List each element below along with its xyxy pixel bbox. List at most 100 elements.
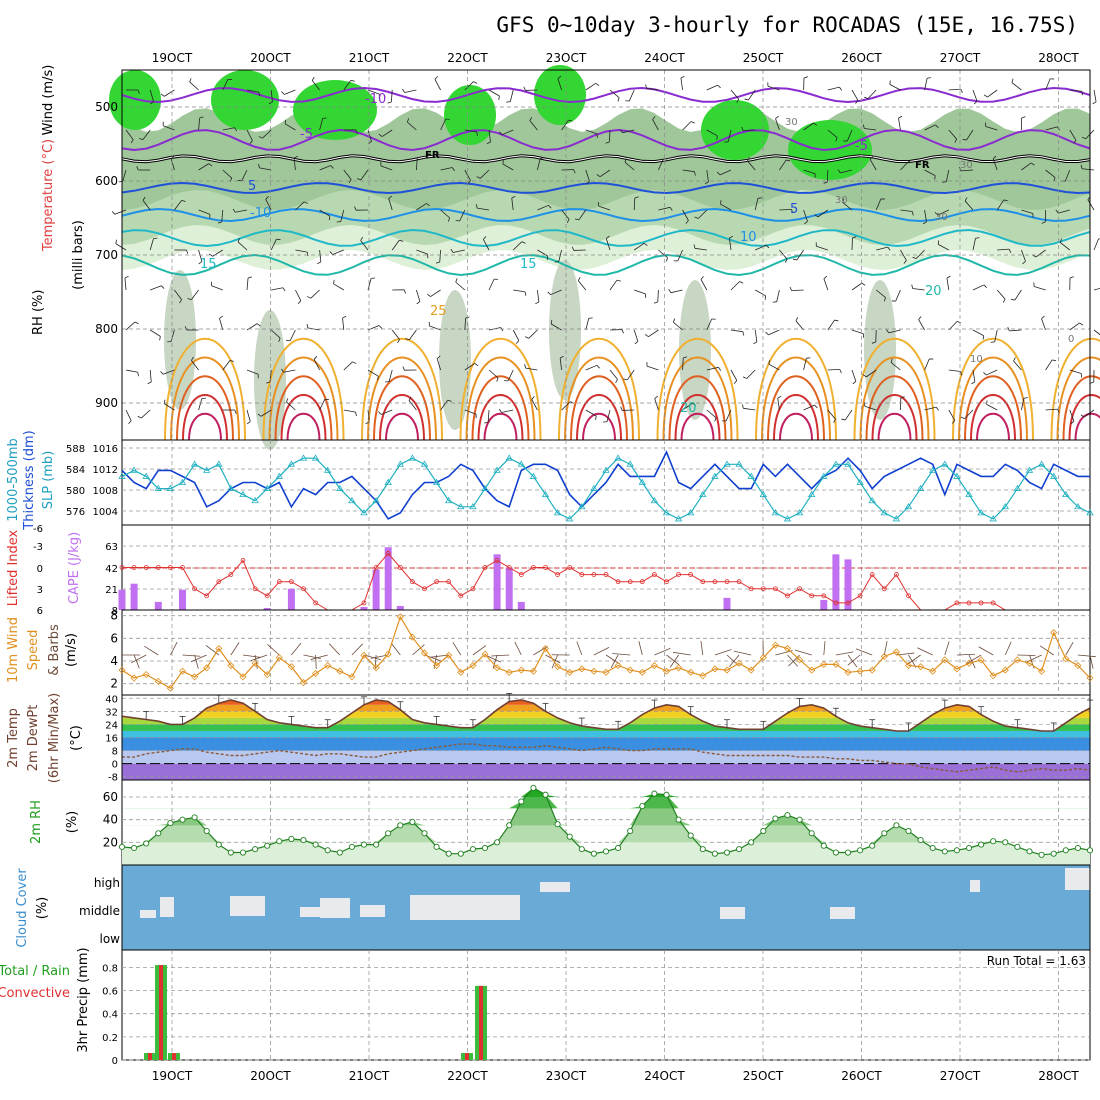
warm-temperature-contour bbox=[779, 412, 813, 441]
surface-wind-axis-label: 10m Wind bbox=[6, 617, 21, 683]
wind-speed-point bbox=[287, 663, 295, 671]
wind-barb bbox=[311, 80, 320, 91]
wind-barb bbox=[767, 85, 780, 91]
wind-barb-feather bbox=[975, 237, 980, 239]
wind-barb bbox=[480, 169, 490, 179]
wind-barb bbox=[795, 320, 804, 331]
lifted-index-point bbox=[204, 593, 210, 599]
wind-barb bbox=[477, 207, 490, 211]
wind-barb bbox=[948, 409, 956, 421]
wind-barb bbox=[511, 198, 514, 211]
wind-barb bbox=[606, 409, 611, 422]
wind-barb-feather bbox=[823, 275, 828, 279]
wind-barb bbox=[1009, 329, 1022, 332]
lifted-index-point bbox=[373, 565, 379, 570]
wind-barb bbox=[1014, 289, 1022, 301]
wind-barb-feather bbox=[1041, 315, 1045, 320]
precip-convective-bar bbox=[172, 1053, 176, 1060]
surface-wind-barb bbox=[1089, 654, 1094, 669]
wind-barb-feather bbox=[342, 315, 347, 319]
wind-barb bbox=[283, 369, 296, 373]
wind-barb bbox=[946, 278, 950, 291]
wind-barb bbox=[918, 319, 925, 331]
wind-barb bbox=[972, 329, 984, 336]
pressure-axis-label: (milli bars) bbox=[71, 220, 86, 290]
wind-barb-feather bbox=[577, 277, 581, 281]
slp-point bbox=[807, 490, 816, 498]
wind-barb-feather bbox=[900, 396, 905, 399]
wind-barb bbox=[986, 369, 998, 376]
wind-barb bbox=[816, 245, 828, 251]
warm-temperature-contour bbox=[373, 375, 431, 441]
wind-barb-feather bbox=[855, 100, 859, 104]
lifted-index-point bbox=[700, 579, 706, 585]
slp-point bbox=[311, 454, 320, 461]
wind-barb-feather bbox=[515, 340, 520, 344]
warm-temperature-contour bbox=[1050, 338, 1100, 441]
lifted-index-point bbox=[567, 565, 573, 570]
lifted-index-point bbox=[446, 579, 452, 585]
slp-point bbox=[941, 460, 949, 467]
wind-barb bbox=[743, 129, 756, 132]
wind-speed-point bbox=[699, 672, 707, 680]
rh-area bbox=[122, 787, 1090, 797]
wind-barb bbox=[391, 329, 400, 340]
slp-point bbox=[263, 484, 271, 491]
bottom-date-label: 25OCT bbox=[743, 1069, 784, 1083]
warm-temperature-contour bbox=[674, 394, 721, 441]
wind-barb bbox=[964, 409, 974, 419]
surface-wind-barb bbox=[788, 654, 800, 667]
wind-speed-point bbox=[469, 661, 477, 670]
slp-point bbox=[336, 484, 344, 491]
wind-barb bbox=[260, 409, 272, 417]
wind-barb bbox=[163, 125, 175, 131]
wind-barb-feather bbox=[823, 181, 828, 184]
wind-barb bbox=[1058, 209, 1070, 214]
cloud-cover-panel: high middle low bbox=[79, 864, 1091, 951]
cloud-block bbox=[230, 896, 265, 916]
slp-tick-label: 1016 bbox=[93, 444, 118, 455]
wind-barb-feather bbox=[559, 355, 564, 359]
wind-barb-feather bbox=[246, 421, 251, 425]
slp-point bbox=[965, 490, 973, 498]
wind-barb-feather bbox=[524, 291, 527, 296]
surface-wind-barb bbox=[728, 654, 740, 667]
rh-point bbox=[300, 837, 307, 844]
min-max-label: (6hr Min/Max) bbox=[47, 693, 62, 783]
top-date-label: 26OCT bbox=[841, 51, 882, 65]
wind-barb-feather bbox=[397, 339, 400, 344]
wind-barb-feather bbox=[814, 404, 818, 409]
temperature-tick-label: 16 bbox=[105, 734, 118, 745]
wind-barb bbox=[706, 129, 718, 137]
wind-speed-point bbox=[880, 652, 888, 661]
wind-barb-feather bbox=[775, 115, 779, 119]
wind-speed-point bbox=[348, 673, 356, 681]
wind-barb bbox=[720, 203, 732, 211]
wind-barb-feather bbox=[257, 413, 262, 417]
rh-tick-label: 20 bbox=[103, 835, 118, 849]
warm-temperature-contour bbox=[188, 412, 222, 441]
wind-barb-feather bbox=[402, 88, 405, 93]
lifted-index-point bbox=[482, 565, 488, 570]
wind-barb-feather bbox=[313, 356, 318, 360]
wind-barb bbox=[706, 366, 719, 371]
wind-barb-feather bbox=[524, 336, 529, 339]
wind-barb bbox=[747, 160, 756, 171]
bottom-date-label: 27OCT bbox=[940, 1069, 981, 1083]
wind-barb-feather bbox=[217, 221, 222, 224]
wind-speed-point bbox=[1025, 659, 1034, 667]
wind-barb-feather bbox=[619, 129, 623, 133]
wind-barb bbox=[191, 360, 199, 371]
wind-speed-point bbox=[566, 668, 574, 676]
temperature-contour bbox=[121, 86, 1091, 104]
wind-barb bbox=[265, 199, 272, 211]
rh-point bbox=[252, 846, 259, 853]
rh-point bbox=[494, 839, 501, 846]
lifted-index-point bbox=[639, 579, 645, 585]
wind-speed-point bbox=[1013, 656, 1021, 664]
wind-barb bbox=[996, 289, 1006, 300]
wind-barb bbox=[367, 369, 379, 377]
wind-barb bbox=[388, 198, 393, 211]
wind-barb-feather bbox=[181, 200, 186, 202]
precip-total-label: Total / Rain bbox=[0, 964, 70, 979]
